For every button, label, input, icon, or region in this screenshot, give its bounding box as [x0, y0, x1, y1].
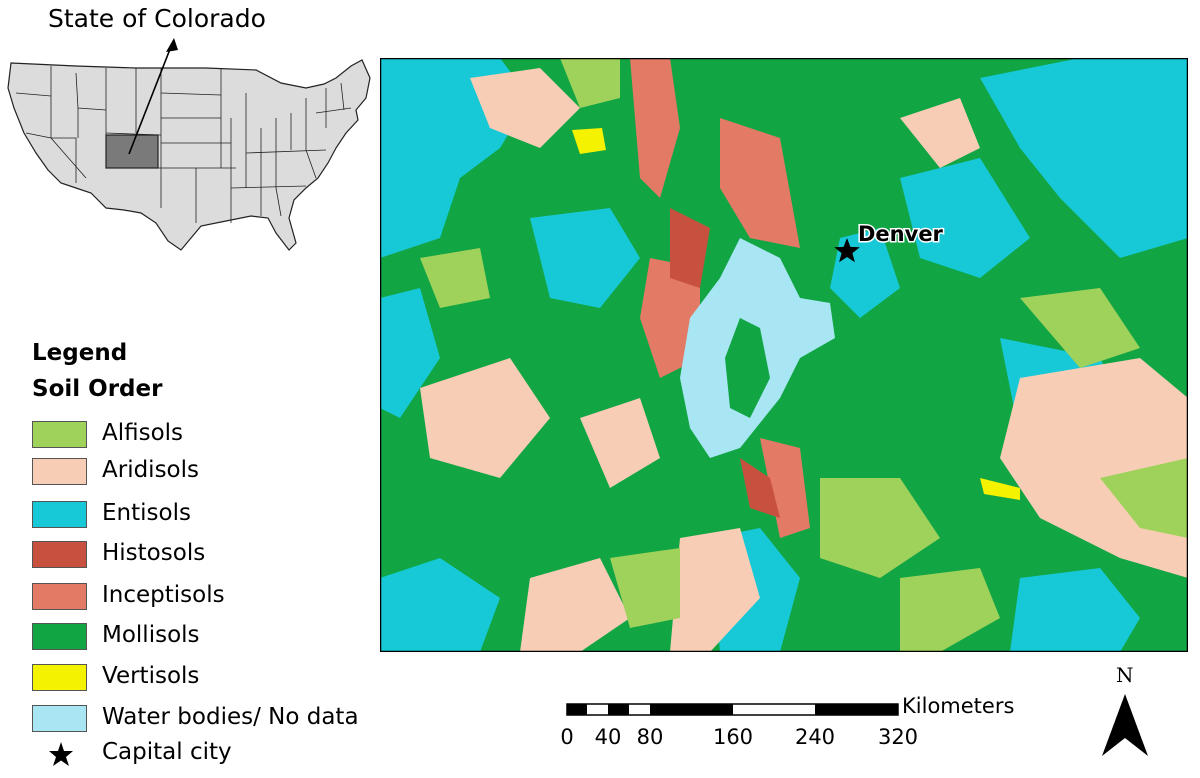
inset-title: State of Colorado [48, 4, 266, 33]
scale-unit-label: Kilometers [902, 694, 1015, 718]
city-label-denver: Denver [858, 222, 944, 246]
legend-label: Aridisols [102, 457, 199, 483]
north-label: N [1116, 663, 1134, 687]
scale-tick-label: 320 [877, 725, 919, 749]
soil-patches [380, 58, 1188, 652]
colorado-soil-map: Denver [380, 58, 1188, 652]
legend-label: Water bodies/ No data [102, 704, 359, 730]
legend-swatch [32, 541, 87, 568]
state-borders [15, 66, 352, 223]
north-arrow-icon [1102, 694, 1148, 756]
legend-swatch [32, 421, 87, 448]
legend-heading: Legend [32, 340, 128, 366]
colorado-highlight [105, 134, 159, 169]
scale-tick-label: 240 [794, 725, 836, 749]
legend-swatch [32, 583, 87, 610]
scale-tick-label: 80 [636, 725, 664, 749]
legend-label: Capital city [102, 739, 232, 765]
legend-swatch [32, 458, 87, 485]
scale-tick-label: 40 [594, 725, 622, 749]
scale-tick-label: 0 [560, 725, 574, 749]
legend-label: Mollisols [102, 622, 200, 648]
map-frame [380, 58, 1188, 652]
legend-label: Histosols [102, 540, 206, 566]
legend-label: Vertisols [102, 663, 200, 689]
legend-swatch [32, 501, 87, 528]
scale-bar [566, 703, 899, 716]
legend-label: Entisols [102, 500, 191, 526]
legend-subheading: Soil Order [32, 376, 163, 402]
legend-swatch [32, 705, 87, 732]
legend-label: Inceptisols [102, 582, 225, 608]
legend-swatch [32, 623, 87, 650]
usa-inset-map [7, 38, 371, 251]
denver-star-icon [834, 238, 860, 263]
legend-swatch [32, 664, 87, 691]
capital-star-icon [49, 742, 73, 766]
scale-tick-label: 160 [712, 725, 754, 749]
legend-label: Alfisols [102, 420, 184, 446]
inset-pointer-line [128, 43, 173, 155]
usa-outline [7, 59, 371, 251]
inset-pointer-arrowhead [166, 38, 178, 52]
mollisols-island [725, 318, 770, 418]
